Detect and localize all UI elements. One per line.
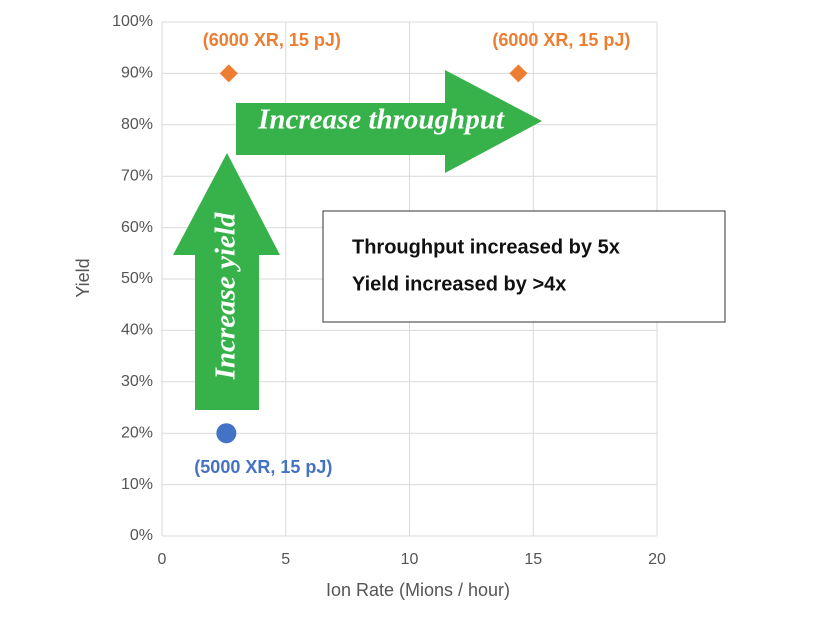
yield-arrow [173, 153, 280, 410]
point [216, 423, 237, 444]
y-tick-label: 100% [112, 13, 153, 30]
point-label: (5000 XR, 15 pJ) [194, 457, 332, 477]
text-box-line: Yield increased by >4x [352, 273, 566, 295]
text-box [322, 210, 726, 323]
y-axis-title: Yield [73, 258, 93, 297]
y-tick-label: 50% [121, 270, 153, 287]
y-tick-label: 10% [121, 476, 153, 493]
point [509, 64, 528, 83]
throughput-arrow-label: Increase throughput [257, 104, 505, 136]
y-tick-label: 80% [121, 116, 153, 133]
x-tick-label: 5 [281, 551, 290, 568]
y-tick-label: 40% [121, 322, 153, 339]
point-label: (6000 XR, 15 pJ) [203, 30, 341, 50]
yield-arrow-label: Increase yield [210, 212, 242, 380]
y-tick-label: 20% [121, 424, 153, 441]
point-label: (6000 XR, 15 pJ) [492, 30, 630, 50]
y-tick-label: 70% [121, 167, 153, 184]
y-tick-label: 60% [121, 219, 153, 236]
x-tick-label: 0 [158, 551, 167, 568]
point [219, 64, 238, 83]
text-box-line: Throughput increased by 5x [352, 236, 620, 258]
y-tick-label: 0% [130, 527, 153, 544]
x-tick-label: 20 [648, 551, 666, 568]
x-axis-title: Ion Rate (Mions / hour) [326, 580, 510, 600]
y-tick-label: 30% [121, 373, 153, 390]
x-tick-label: 15 [524, 551, 542, 568]
marks: (5000 XR, 15 pJ) (6000 XR, 15 pJ) (6000 XR… [194, 30, 630, 477]
throughput-arrow [236, 70, 542, 173]
y-tick-label: 90% [121, 65, 153, 82]
x-tick-label: 10 [401, 551, 419, 568]
